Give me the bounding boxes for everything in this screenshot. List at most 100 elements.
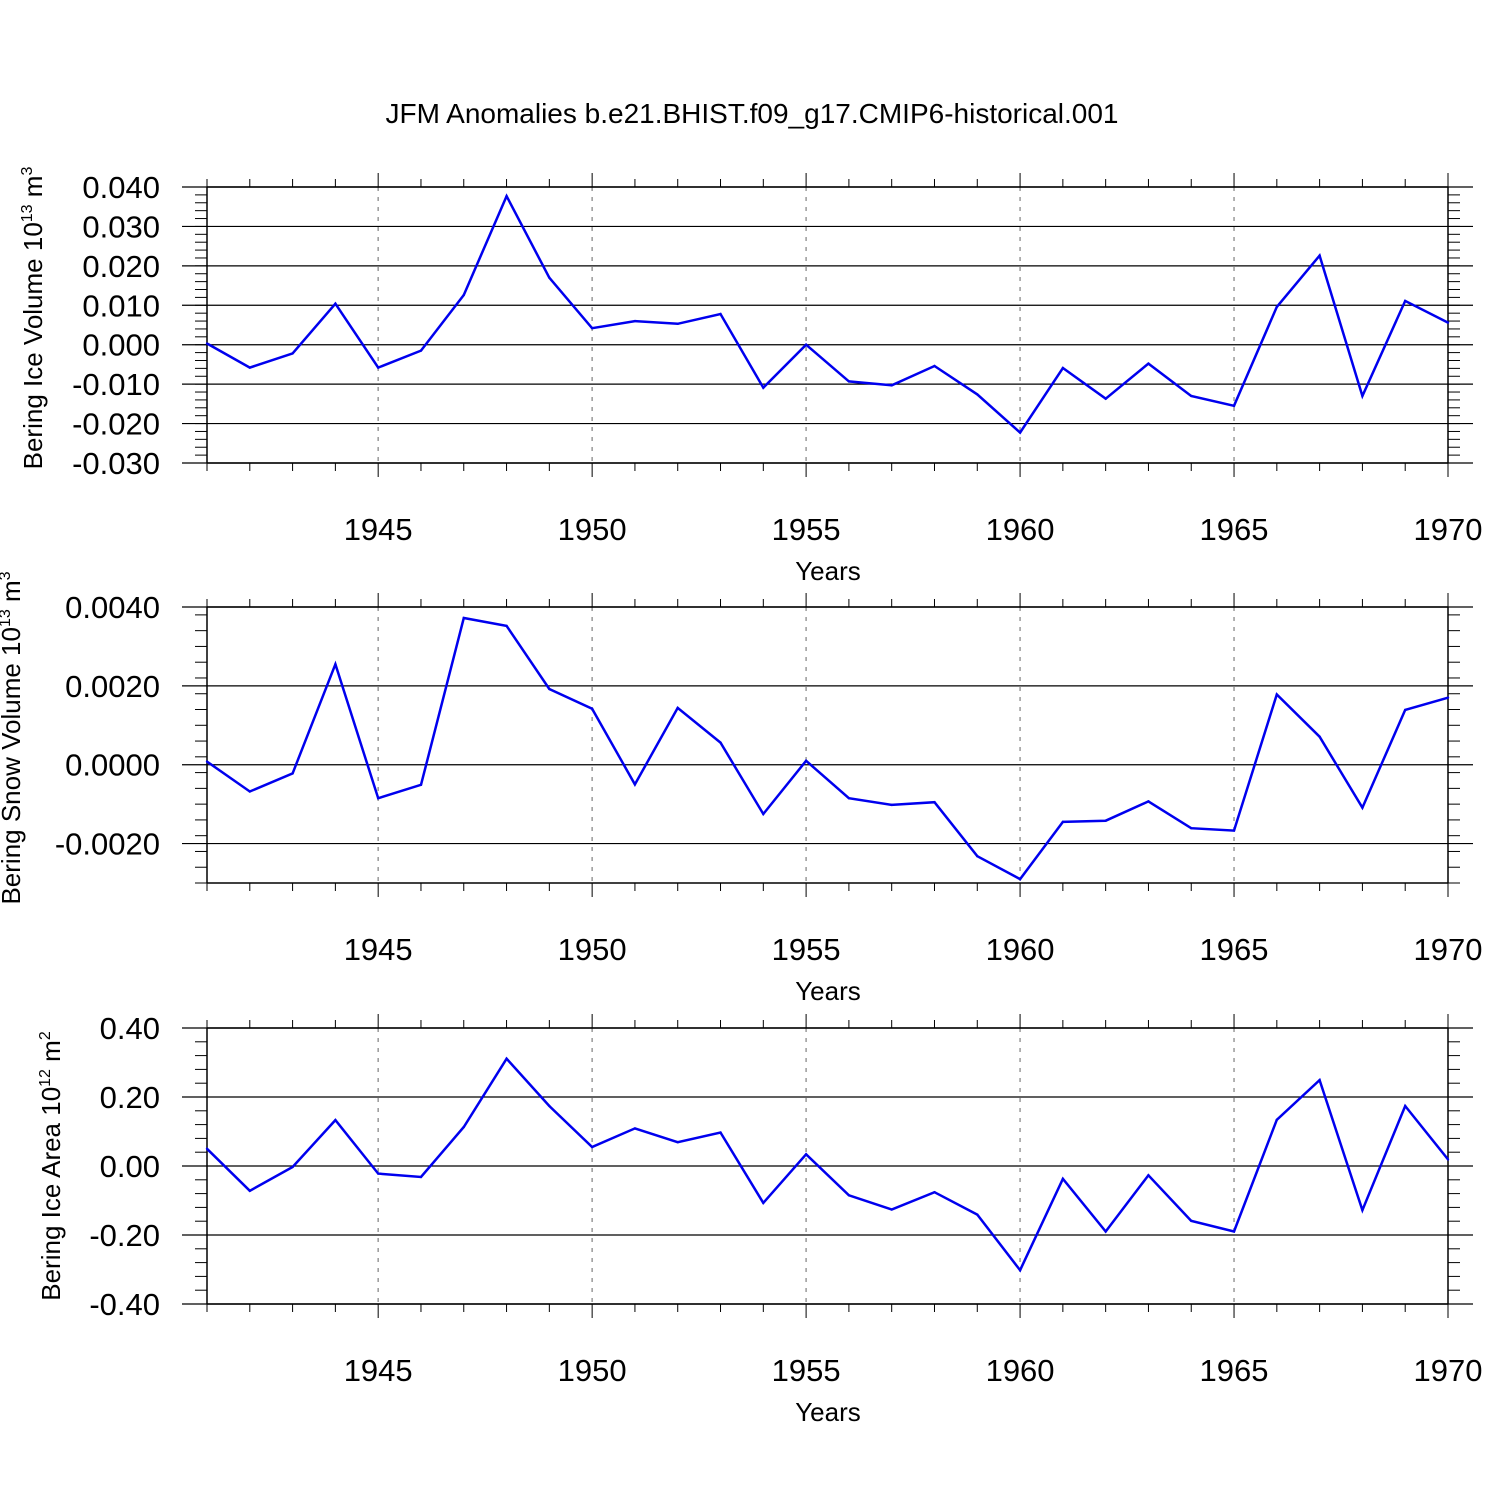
data-point — [1018, 431, 1022, 434]
x-tick-label: 1955 — [772, 1353, 841, 1388]
y-tick-label: 0.020 — [82, 249, 160, 284]
data-point — [548, 276, 551, 279]
data-point — [847, 797, 851, 800]
data-point — [890, 803, 893, 807]
data-point — [1104, 1230, 1107, 1233]
data-point — [334, 662, 337, 666]
x-axis-label: Years — [795, 556, 861, 586]
series-line — [206, 193, 1449, 435]
data-point — [205, 760, 209, 763]
data-point — [1190, 826, 1193, 830]
y-axis-label: Bering Snow Volume 1013 m3 — [0, 571, 26, 904]
x-axis-label: Years — [795, 976, 861, 1006]
data-point — [419, 349, 423, 352]
data-point — [933, 800, 936, 804]
data-point — [1232, 829, 1236, 832]
data-point — [676, 706, 679, 710]
data-point — [976, 854, 979, 858]
y-tick-label: -0.030 — [72, 446, 160, 481]
data-point — [1446, 1158, 1450, 1161]
chart-panel-1: 0.040 0.030 0.020 0.010 0.000 -0.010 -0.020 -0.… — [18, 167, 1482, 586]
x-tick-label: 1960 — [986, 1353, 1055, 1388]
y-tick-label: -0.0020 — [55, 827, 160, 862]
x-tick-label: 1945 — [344, 1353, 413, 1388]
data-point — [1190, 394, 1193, 398]
data-point — [976, 1213, 979, 1216]
data-point — [1275, 693, 1279, 696]
data-point — [1147, 1174, 1150, 1177]
data-point — [1361, 806, 1364, 809]
data-point — [291, 352, 294, 355]
data-point — [248, 1189, 251, 1193]
series-line — [206, 1056, 1449, 1273]
data-point — [676, 322, 679, 326]
data-point — [376, 797, 380, 800]
y-tick-label: -0.20 — [89, 1218, 160, 1253]
x-tick-label: 1965 — [1200, 512, 1269, 547]
data-point — [505, 194, 508, 198]
data-point — [719, 312, 722, 316]
data-point — [762, 812, 765, 816]
data-point — [462, 293, 465, 297]
y-tick-label: 0.0040 — [65, 590, 160, 625]
data-point — [1232, 404, 1236, 408]
data-point — [633, 1127, 637, 1130]
x-tick-label: 1960 — [986, 932, 1055, 967]
y-tick-label: 0.0020 — [65, 669, 160, 704]
data-point — [590, 326, 594, 330]
x-tick-label: 1970 — [1414, 1353, 1483, 1388]
data-point — [1318, 735, 1321, 738]
data-point — [419, 783, 423, 787]
data-point — [1061, 820, 1065, 824]
data-point — [376, 1172, 380, 1175]
x-tick-label: 1970 — [1414, 512, 1483, 547]
data-point — [205, 342, 209, 345]
data-point — [719, 741, 722, 744]
data-point — [1275, 1118, 1279, 1121]
x-axis-label: Years — [795, 1397, 861, 1427]
y-tick-label: 0.000 — [82, 328, 160, 363]
data-point — [804, 759, 808, 762]
data-point — [1404, 299, 1407, 303]
data-point — [1104, 397, 1107, 400]
data-point — [1147, 362, 1150, 365]
y-tick-label: 0.20 — [100, 1080, 160, 1115]
data-point — [1318, 254, 1321, 257]
data-point — [804, 343, 808, 346]
data-point — [248, 790, 251, 793]
data-point — [1018, 1268, 1022, 1272]
y-tick-label: 0.010 — [82, 288, 160, 323]
y-tick-label: 0.40 — [100, 1011, 160, 1046]
chart-panel-2: 0.0040 0.0020 0.0000 -0.0020 1945 1950 1955 196… — [0, 571, 1482, 1006]
data-point — [1318, 1078, 1321, 1082]
x-tick-label: 1960 — [986, 512, 1055, 547]
data-point — [334, 302, 337, 305]
y-axis-label: Bering Ice Area 1012 m2 — [36, 1031, 66, 1301]
y-tick-label: 0.030 — [82, 209, 160, 244]
data-point — [719, 1131, 722, 1134]
data-point — [334, 1118, 337, 1122]
data-point — [1018, 877, 1022, 881]
data-point — [376, 366, 380, 369]
series-line — [206, 616, 1449, 881]
data-point — [976, 393, 979, 396]
data-point — [505, 1057, 508, 1060]
y-tick-label: 0.0000 — [65, 748, 160, 783]
y-axis-label: Bering Ice Volume 1013 m3 — [18, 167, 48, 470]
data-point — [1061, 1177, 1065, 1180]
data-point — [633, 783, 637, 786]
data-point — [548, 1104, 551, 1108]
y-tick-label: -0.020 — [72, 407, 160, 442]
data-point — [505, 624, 508, 628]
y-tick-label: 0.040 — [82, 170, 160, 205]
data-point — [291, 772, 294, 775]
data-point — [205, 1147, 209, 1150]
data-point — [248, 366, 251, 369]
x-tick-label: 1955 — [772, 512, 841, 547]
data-point — [1446, 321, 1450, 324]
data-point — [762, 1201, 765, 1205]
data-point — [1275, 305, 1279, 309]
data-point — [1361, 1208, 1364, 1212]
data-point — [1104, 819, 1107, 822]
